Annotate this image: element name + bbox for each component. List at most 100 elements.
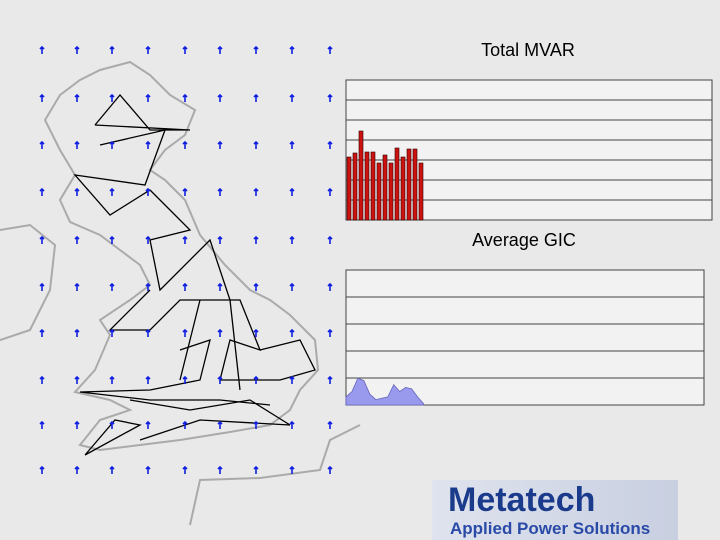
arrow <box>109 140 115 149</box>
arrow <box>39 140 45 149</box>
bar <box>346 156 352 221</box>
arrow <box>109 45 115 54</box>
logo-box <box>432 480 678 540</box>
chart-title: Average GIC <box>472 230 576 250</box>
network-line <box>84 299 291 456</box>
arrow <box>217 140 223 149</box>
arrow <box>327 45 333 54</box>
arrow <box>145 45 151 54</box>
arrow <box>253 140 259 149</box>
arrow <box>182 45 188 54</box>
arrow <box>327 328 333 337</box>
arrow <box>145 140 151 149</box>
arrow <box>109 420 115 429</box>
arrow <box>182 420 188 429</box>
arrow <box>109 282 115 291</box>
arrow <box>253 45 259 54</box>
arrow <box>145 235 151 244</box>
arrow <box>74 93 80 102</box>
arrow <box>327 420 333 429</box>
arrow <box>39 282 45 291</box>
arrow <box>39 45 45 54</box>
arrow <box>217 45 223 54</box>
arrow <box>39 465 45 474</box>
arrow <box>109 465 115 474</box>
arrow <box>145 465 151 474</box>
bar <box>400 156 406 221</box>
bar <box>412 148 418 221</box>
arrow <box>253 187 259 196</box>
arrow <box>109 187 115 196</box>
bar <box>358 130 364 221</box>
arrow <box>289 465 295 474</box>
bar <box>352 152 358 221</box>
arrow <box>182 282 188 291</box>
arrow <box>145 375 151 384</box>
arrow <box>327 375 333 384</box>
coastline-ireland <box>0 223 57 341</box>
bar <box>376 162 382 221</box>
logo-name: Metatech <box>448 481 595 519</box>
arrow <box>182 465 188 474</box>
field-arrows <box>39 45 333 474</box>
arrow <box>217 328 223 337</box>
arrow <box>145 420 151 429</box>
arrow <box>289 187 295 196</box>
arrow <box>289 45 295 54</box>
arrow <box>182 235 188 244</box>
bar <box>394 147 400 221</box>
bar <box>406 148 412 221</box>
bar <box>388 162 394 221</box>
map <box>0 60 361 526</box>
arrow <box>327 282 333 291</box>
chart-title: Total MVAR <box>481 40 575 60</box>
plot-area <box>345 269 705 406</box>
arrow <box>182 93 188 102</box>
arrow <box>145 328 151 337</box>
area-chart <box>345 269 704 406</box>
arrow <box>74 187 80 196</box>
arrow <box>74 328 80 337</box>
arrow <box>289 282 295 291</box>
arrow <box>74 45 80 54</box>
arrow <box>74 140 80 149</box>
coastline-france <box>189 424 361 526</box>
arrow <box>327 465 333 474</box>
arrow <box>74 420 80 429</box>
arrow <box>182 328 188 337</box>
arrow <box>253 328 259 337</box>
arrow <box>253 93 259 102</box>
arrow <box>217 282 223 291</box>
arrow <box>253 375 259 384</box>
arrow <box>109 375 115 384</box>
arrow <box>109 235 115 244</box>
arrow <box>217 465 223 474</box>
arrow <box>74 465 80 474</box>
arrow <box>74 282 80 291</box>
arrow <box>253 465 259 474</box>
arrow <box>217 93 223 102</box>
arrow <box>217 420 223 429</box>
bar <box>370 151 376 221</box>
arrow <box>145 93 151 102</box>
arrow <box>217 375 223 384</box>
bar <box>382 154 388 221</box>
arrow <box>327 235 333 244</box>
arrow <box>253 235 259 244</box>
arrow <box>327 140 333 149</box>
arrow <box>39 375 45 384</box>
arrow <box>39 187 45 196</box>
arrow <box>145 282 151 291</box>
arrow <box>253 282 259 291</box>
arrow <box>145 187 151 196</box>
arrow <box>109 328 115 337</box>
arrow <box>74 235 80 244</box>
arrow <box>253 420 259 429</box>
arrow <box>289 140 295 149</box>
bar <box>364 151 370 221</box>
arrow <box>327 93 333 102</box>
arrow <box>289 328 295 337</box>
arrow <box>327 187 333 196</box>
arrow <box>109 93 115 102</box>
